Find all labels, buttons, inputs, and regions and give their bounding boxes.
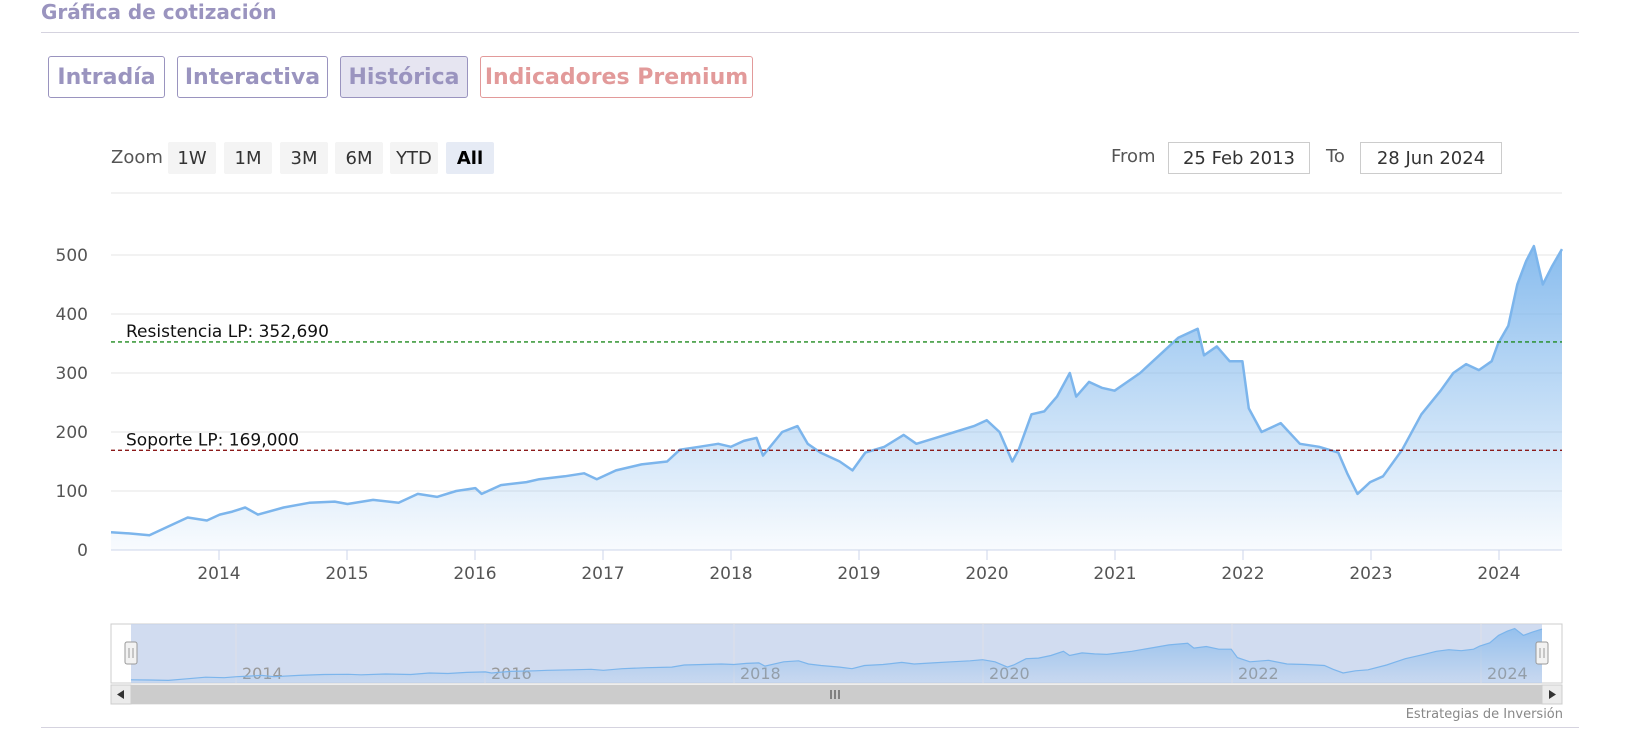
top-divider [41,32,1579,33]
to-label: To [1326,146,1345,167]
x-tick-label: 2017 [581,564,624,584]
price-area [111,246,1562,550]
y-tick-label: 500 [56,246,88,266]
scrollbar-thumb[interactable] [131,685,1542,704]
tab-historica[interactable]: Histórica [340,56,468,98]
page-title: Gráfica de cotización [41,0,277,24]
from-date-input[interactable]: 25 Feb 2013 [1168,142,1310,174]
x-tick-label: 2015 [325,564,368,584]
x-tick-label: 2021 [1093,564,1136,584]
from-label: From [1111,146,1156,167]
zoom-ytd-button[interactable]: YTD [390,142,438,174]
zoom-6m-button[interactable]: 6M [335,142,383,174]
y-tick-label: 0 [77,541,88,561]
y-tick-label: 100 [56,482,88,502]
zoom-1w-button[interactable]: 1W [168,142,216,174]
resistance-label: Resistencia LP: 352,690 [126,322,329,342]
scroll-right-arrow-icon [1549,690,1556,699]
tab-intradia[interactable]: Intradía [48,56,165,98]
scroll-left-arrow-icon [117,690,124,699]
x-tick-label: 2016 [453,564,496,584]
zoom-1m-button[interactable]: 1M [224,142,272,174]
zoom-3m-button[interactable]: 3M [280,142,328,174]
to-date-input[interactable]: 28 Jun 2024 [1360,142,1502,174]
x-tick-label: 2018 [709,564,752,584]
credits-label: Estrategias de Inversión [1405,707,1563,722]
navigator-line [130,627,1543,682]
y-tick-label: 400 [56,305,88,325]
x-tick-label: 2022 [1221,564,1264,584]
tab-indicadores-premium[interactable]: Indicadores Premium [480,56,753,98]
price-line [110,244,1564,537]
x-tick-label: 2023 [1349,564,1392,584]
y-tick-label: 300 [56,364,88,384]
y-tick-label: 200 [56,423,88,443]
zoom-label: Zoom [111,147,163,168]
x-tick-label: 2014 [197,564,240,584]
zoom-all-button[interactable]: All [446,142,494,174]
navigator-area [131,628,1542,683]
x-tick-label: 2024 [1477,564,1520,584]
navigator-right-handle[interactable] [1535,641,1549,665]
x-tick-label: 2020 [965,564,1008,584]
x-tick-label: 2019 [837,564,880,584]
bottom-divider [41,727,1579,728]
support-label: Soporte LP: 169,000 [126,430,299,450]
navigator-left-handle[interactable] [124,641,138,665]
tab-interactiva[interactable]: Interactiva [177,56,328,98]
